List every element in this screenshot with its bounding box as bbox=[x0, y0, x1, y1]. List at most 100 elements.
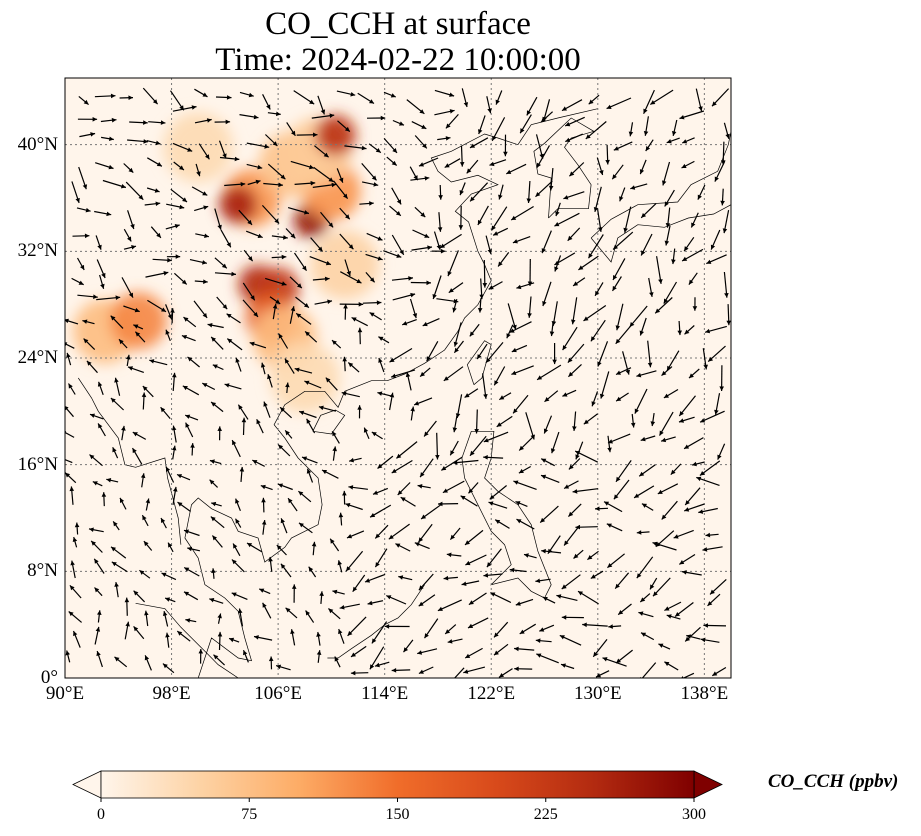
wind-vector bbox=[498, 668, 513, 678]
lat-tick-label: 24°N bbox=[17, 347, 58, 368]
coastline bbox=[135, 602, 239, 678]
coastline bbox=[312, 409, 346, 435]
wind-vector bbox=[217, 631, 223, 651]
wind-vector bbox=[395, 543, 411, 552]
wind-vector bbox=[346, 530, 365, 539]
wind-vector bbox=[536, 145, 551, 169]
wind-vector bbox=[583, 305, 607, 322]
wind-vector bbox=[469, 182, 489, 202]
wind-vector bbox=[383, 138, 398, 154]
wind-vector bbox=[511, 365, 534, 375]
wind-vector bbox=[345, 503, 363, 511]
wind-vector bbox=[607, 553, 625, 569]
wind-vector bbox=[606, 523, 623, 532]
wind-vector bbox=[509, 567, 527, 573]
wind-vector bbox=[325, 377, 338, 391]
wind-vector bbox=[287, 497, 298, 512]
wind-vector bbox=[561, 615, 584, 620]
wind-vector bbox=[268, 656, 274, 670]
wind-vector bbox=[97, 610, 102, 623]
colorbar-extend-high bbox=[693, 770, 723, 799]
wind-vector bbox=[498, 184, 504, 200]
wind-vector bbox=[71, 277, 84, 286]
wind-vector bbox=[391, 187, 402, 205]
wind-vector bbox=[234, 518, 242, 528]
wind-vector bbox=[77, 294, 98, 299]
wind-vector bbox=[239, 91, 254, 98]
wind-vector bbox=[497, 252, 510, 267]
wind-vector bbox=[114, 377, 121, 396]
wind-vector bbox=[488, 501, 508, 509]
wind-vector bbox=[316, 650, 322, 663]
wind-vector bbox=[720, 188, 725, 206]
wind-vector bbox=[214, 208, 222, 230]
wind-vector bbox=[123, 228, 132, 242]
wind-vector bbox=[215, 95, 232, 100]
wind-vector bbox=[134, 331, 146, 343]
wind-vector bbox=[555, 202, 561, 217]
wind-vector bbox=[503, 134, 508, 157]
wind-vector bbox=[210, 516, 225, 529]
wind-vector bbox=[139, 569, 151, 579]
wind-vector bbox=[444, 158, 461, 169]
wind-vector bbox=[567, 503, 582, 518]
wind-vector bbox=[405, 372, 412, 391]
wind-vector bbox=[700, 637, 720, 643]
wind-vector bbox=[482, 259, 488, 288]
wind-vector bbox=[664, 189, 675, 207]
wind-vector bbox=[183, 591, 199, 601]
colorbar-label: CO_CCH (ppbv) bbox=[768, 771, 899, 792]
wind-vector bbox=[362, 300, 382, 305]
wind-vector bbox=[364, 573, 386, 583]
wind-vector bbox=[435, 432, 440, 460]
wind-vector bbox=[414, 135, 428, 149]
wind-vector bbox=[681, 248, 704, 262]
wind-vector bbox=[296, 132, 318, 138]
wind-vector bbox=[256, 418, 264, 434]
wind-vector bbox=[490, 206, 508, 231]
wind-vector bbox=[612, 231, 634, 250]
wind-vector bbox=[132, 431, 147, 440]
wind-vector bbox=[110, 397, 125, 411]
wind-vector bbox=[289, 276, 303, 289]
wind-vector bbox=[99, 274, 105, 289]
wind-vector bbox=[688, 368, 700, 379]
wind-vector bbox=[214, 257, 228, 269]
wind-vector bbox=[131, 447, 143, 465]
wind-vector bbox=[275, 664, 291, 671]
wind-vector bbox=[308, 566, 317, 578]
wind-vector bbox=[127, 139, 149, 144]
wind-vector bbox=[459, 182, 466, 196]
concentration-blob bbox=[269, 342, 340, 414]
wind-vector bbox=[602, 657, 627, 667]
wind-vector bbox=[639, 317, 647, 336]
coastline bbox=[590, 131, 731, 263]
wind-vector bbox=[699, 460, 721, 476]
wind-vector bbox=[447, 638, 463, 644]
wind-vector bbox=[568, 162, 585, 177]
wind-vector bbox=[333, 180, 349, 199]
wind-vector bbox=[442, 480, 465, 494]
wind-vector bbox=[88, 527, 104, 533]
wind-vector bbox=[319, 591, 324, 604]
wind-vector bbox=[198, 143, 210, 160]
wind-vector bbox=[262, 94, 271, 110]
wind-vector bbox=[140, 473, 146, 488]
wind-vector bbox=[615, 324, 633, 345]
wind-vector bbox=[511, 344, 528, 353]
wind-vector bbox=[242, 649, 249, 663]
wind-vector bbox=[271, 254, 287, 260]
wind-vector bbox=[662, 161, 671, 186]
wind-vector bbox=[184, 414, 199, 421]
wind-vector bbox=[123, 245, 137, 250]
wind-vector bbox=[339, 603, 360, 610]
wind-vector bbox=[449, 527, 461, 540]
wind-vector bbox=[119, 95, 134, 100]
wind-vector bbox=[640, 632, 655, 641]
wind-vector bbox=[418, 666, 434, 675]
wind-vector bbox=[453, 667, 465, 678]
wind-vector bbox=[144, 655, 152, 671]
wind-vector bbox=[518, 465, 531, 474]
wind-vector bbox=[89, 413, 104, 420]
wind-vector bbox=[509, 321, 532, 334]
